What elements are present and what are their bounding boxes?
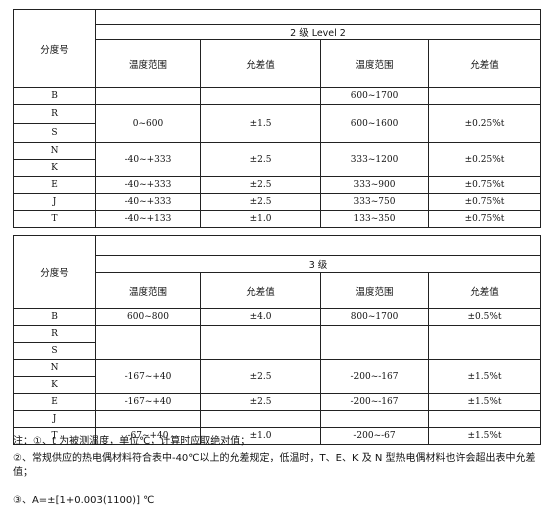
- header-tolerance-2: 允差值: [428, 272, 541, 309]
- grade-header: 分度号: [13, 9, 96, 88]
- header-range-2: 温度范围: [320, 272, 429, 309]
- header-range-1: 温度范围: [95, 272, 201, 309]
- tolerance-cell: ±1.0: [200, 210, 321, 228]
- tolerance-cell: ±1.5: [200, 104, 321, 143]
- range-cell: 800~1700: [320, 308, 429, 326]
- range-cell: -40~+333: [95, 176, 201, 194]
- tolerance-cell: ±0.75%t: [428, 210, 541, 228]
- code-cell: T: [13, 427, 96, 445]
- range-cell: -40~+333: [95, 142, 201, 177]
- range-cell: -67~+40: [95, 427, 201, 445]
- range-cell: 600~1600: [320, 104, 429, 143]
- level3-tolerance-table: 分度号 3 级 温度范围 允差值 温度范围 允差值 B 600~800 ±4.0…: [13, 235, 541, 445]
- header-tolerance-1: 允差值: [200, 272, 321, 309]
- code-cell: K: [13, 376, 96, 394]
- range-cell: [95, 325, 201, 360]
- code-cell: S: [13, 342, 96, 360]
- tolerance-cell: ±1.0: [200, 427, 321, 445]
- note-2: ②、常规供应的热电偶材料符合表中-40℃以上的允差规定，低温时，T、E、K 及 …: [13, 453, 536, 478]
- tolerance-cell: ±2.5: [200, 359, 321, 394]
- blank-title-cell: [95, 9, 541, 25]
- tolerance-cell: [200, 410, 321, 428]
- header-tolerance-2: 允差值: [428, 39, 541, 88]
- range-cell: 333~1200: [320, 142, 429, 177]
- range-cell: -200~-167: [320, 393, 429, 411]
- code-cell: E: [13, 393, 96, 411]
- code-cell: J: [13, 410, 96, 428]
- group-title: 2 级 Level 2: [95, 24, 541, 40]
- tolerance-cell: ±2.5: [200, 393, 321, 411]
- header-range-2: 温度范围: [320, 39, 429, 88]
- code-cell: R: [13, 104, 96, 124]
- tolerance-cell: ±1.5%t: [428, 359, 541, 394]
- range-cell: [95, 87, 201, 105]
- code-cell: J: [13, 193, 96, 211]
- range-cell: [95, 410, 201, 428]
- level2-tolerance-table: 分度号 2 级 Level 2 温度范围 允差值 温度范围 允差值 B 600~…: [13, 9, 541, 228]
- code-cell: R: [13, 325, 96, 343]
- code-cell: S: [13, 123, 96, 143]
- range-cell: -200~-167: [320, 359, 429, 394]
- tolerance-cell: [428, 87, 541, 105]
- range-cell: [320, 325, 429, 360]
- range-cell: 333~900: [320, 176, 429, 194]
- tolerance-cell: ±1.5%t: [428, 427, 541, 445]
- note-1: 注：①、t 为被测温度，单位℃，计算时应取绝对值；: [13, 436, 251, 447]
- range-cell: -40~+333: [95, 193, 201, 211]
- code-cell: B: [13, 308, 96, 326]
- note-3: ③、A=±[1+0.003(1100)] ℃: [13, 495, 155, 506]
- range-cell: 600~800: [95, 308, 201, 326]
- tolerance-cell: ±4.0: [200, 308, 321, 326]
- tolerance-cell: ±0.75%t: [428, 176, 541, 194]
- range-cell: 600~1700: [320, 87, 429, 105]
- tolerance-cell: [428, 410, 541, 428]
- group-title: 3 级: [95, 255, 541, 273]
- code-cell: N: [13, 359, 96, 377]
- blank-title-cell: [95, 235, 541, 256]
- tolerance-cell: [428, 325, 541, 360]
- code-cell: E: [13, 176, 96, 194]
- tolerance-cell: [200, 325, 321, 360]
- range-cell: -40~+133: [95, 210, 201, 228]
- range-cell: -167~+40: [95, 393, 201, 411]
- code-cell: B: [13, 87, 96, 105]
- header-tolerance-1: 允差值: [200, 39, 321, 88]
- tolerance-cell: ±1.5%t: [428, 393, 541, 411]
- code-cell: T: [13, 210, 96, 228]
- tolerance-cell: ±2.5: [200, 193, 321, 211]
- tolerance-cell: ±0.25%t: [428, 142, 541, 177]
- header-range-1: 温度范围: [95, 39, 201, 88]
- tolerance-cell: ±2.5: [200, 176, 321, 194]
- range-cell: -167~+40: [95, 359, 201, 394]
- range-cell: -200~-67: [320, 427, 429, 445]
- range-cell: 333~750: [320, 193, 429, 211]
- range-cell: 0~600: [95, 104, 201, 143]
- tolerance-cell: ±0.25%t: [428, 104, 541, 143]
- range-cell: 133~350: [320, 210, 429, 228]
- code-cell: K: [13, 159, 96, 177]
- range-cell: [320, 410, 429, 428]
- tolerance-cell: [200, 87, 321, 105]
- tolerance-cell: ±2.5: [200, 142, 321, 177]
- grade-header: 分度号: [13, 235, 96, 309]
- code-cell: N: [13, 142, 96, 160]
- tolerance-cell: ±0.75%t: [428, 193, 541, 211]
- tolerance-cell: ±0.5%t: [428, 308, 541, 326]
